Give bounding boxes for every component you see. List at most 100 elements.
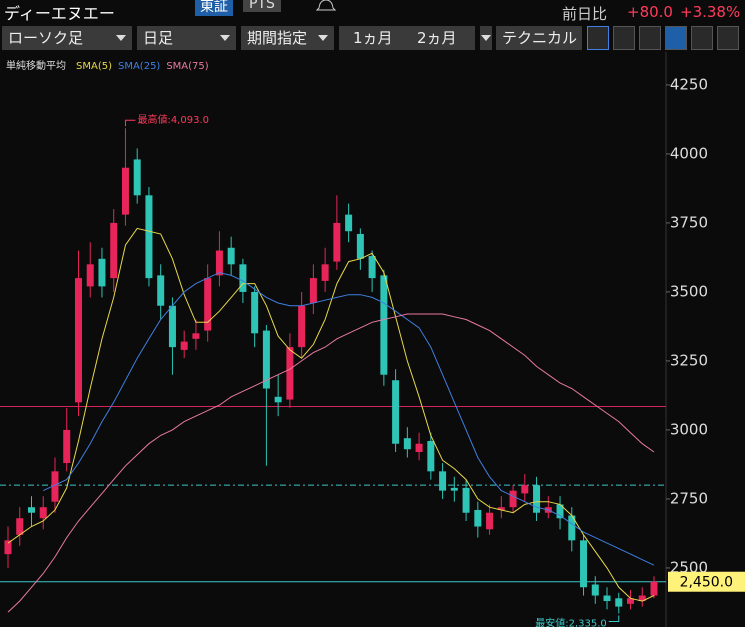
high-label: 最高値:4,093.0 <box>137 113 209 126</box>
candle-body <box>262 330 270 389</box>
range-buttons: 1ヵ月 2ヵ月 <box>339 26 475 50</box>
candle-body <box>39 507 47 519</box>
candle-body <box>556 504 564 519</box>
candle-body <box>368 256 376 279</box>
market-tab[interactable]: 東証 <box>195 0 233 16</box>
legend-entry: SMA(25) <box>118 61 160 72</box>
low-marker <box>608 615 620 622</box>
draw-icon[interactable] <box>587 26 609 50</box>
candle-body <box>568 515 576 541</box>
two-month[interactable]: 2ヵ月 <box>417 29 457 47</box>
interval[interactable]: 日足 <box>137 26 236 50</box>
candle-body <box>27 507 35 513</box>
candle-body <box>403 438 411 450</box>
candle-body <box>415 443 423 453</box>
y-tick-label: 3000 <box>670 420 708 438</box>
candle-body <box>133 159 141 196</box>
candle-body <box>591 584 599 596</box>
legend-entry: SMA(5) <box>76 61 112 72</box>
y-tick-label: 4250 <box>670 75 708 93</box>
toolbar: ローソク足 日足 期間指定 1ヵ月 2ヵ月 テクニカル <box>0 24 745 52</box>
candle-body <box>603 595 611 602</box>
candle-body <box>110 222 118 279</box>
y-tick-label: 4000 <box>670 144 708 162</box>
save-icon[interactable] <box>691 26 713 50</box>
candle-body <box>168 305 176 348</box>
y-tick-label: 3500 <box>670 282 708 300</box>
candle-body <box>121 167 129 215</box>
low-label: 最安値:2,335.0 <box>535 616 607 627</box>
range-dropdown[interactable] <box>480 26 492 50</box>
sma-line <box>7 313 655 613</box>
candle-body <box>427 440 435 472</box>
candle-body <box>356 233 364 259</box>
y-tick-label: 2750 <box>670 489 708 507</box>
change-label: 前日比 <box>562 5 608 23</box>
current-price-label: 2,450.0 <box>680 575 733 591</box>
zoom-icon[interactable] <box>613 26 635 50</box>
sma-line <box>42 272 655 566</box>
candle-body <box>215 250 223 276</box>
current-price-box <box>668 571 745 592</box>
candle-body <box>74 278 82 403</box>
candle-body <box>533 485 541 513</box>
candle-body <box>157 275 165 306</box>
technical[interactable]: テクニカル <box>496 26 582 50</box>
legend-entry: SMA(75) <box>166 61 208 72</box>
high-marker <box>124 119 136 127</box>
y-tick-label: 3750 <box>670 213 708 231</box>
candle-body <box>380 275 388 375</box>
stock-name: ディーエヌエー <box>4 4 115 23</box>
legend-title: 単純移動平均 <box>6 59 66 72</box>
candle-body <box>439 471 447 491</box>
candle-body <box>333 222 341 262</box>
change: +80.0 <box>627 3 673 21</box>
candle-body <box>145 195 153 279</box>
label: 期間指定 <box>247 29 308 47</box>
candle-body <box>521 485 529 494</box>
candle-body <box>239 264 247 292</box>
candle-body <box>615 598 623 607</box>
chart-kind[interactable]: ローソク足 <box>2 26 132 50</box>
candle-body <box>286 347 294 400</box>
candle-body <box>51 471 59 502</box>
area-icon[interactable] <box>665 26 687 50</box>
candle-body <box>321 264 329 281</box>
label: テクニカル <box>502 29 578 47</box>
chart: 単純移動平均 250027503000325035003750400042502… <box>0 52 745 627</box>
candle-body <box>251 291 259 334</box>
candle-body <box>627 598 635 604</box>
bell-icon[interactable] <box>316 0 336 12</box>
candle-body <box>650 581 658 596</box>
pts-tab[interactable]: PTS <box>243 0 281 12</box>
candle-body <box>86 264 94 287</box>
candle-body <box>192 333 200 339</box>
candle-body <box>392 380 400 444</box>
candle-body <box>450 487 458 491</box>
candle-body <box>462 487 470 513</box>
candle-body <box>298 305 306 348</box>
candle-body <box>180 341 188 350</box>
folder-icon[interactable] <box>717 26 739 50</box>
candle-body <box>474 509 482 527</box>
candle-body <box>274 396 282 403</box>
sma-line <box>7 227 655 602</box>
candle-body <box>227 247 235 265</box>
one-month[interactable]: 1ヵ月 <box>353 29 393 47</box>
y-tick-label: 3250 <box>670 351 708 369</box>
candle-body <box>509 490 517 508</box>
header: ディーエヌエー 東証 PTS 前日比 +80.0 +3.38% <box>0 0 745 23</box>
export-icon[interactable] <box>639 26 661 50</box>
candle-body <box>345 214 353 232</box>
candle-body <box>63 429 71 464</box>
candle-body <box>4 540 12 555</box>
label: 日足 <box>143 29 174 47</box>
period[interactable]: 期間指定 <box>241 26 334 50</box>
candle-body <box>98 258 106 287</box>
candle-body <box>497 507 505 510</box>
candle-body <box>580 540 588 588</box>
candle-body <box>486 512 494 530</box>
candle-body <box>16 518 24 535</box>
label: ローソク足 <box>8 29 84 47</box>
